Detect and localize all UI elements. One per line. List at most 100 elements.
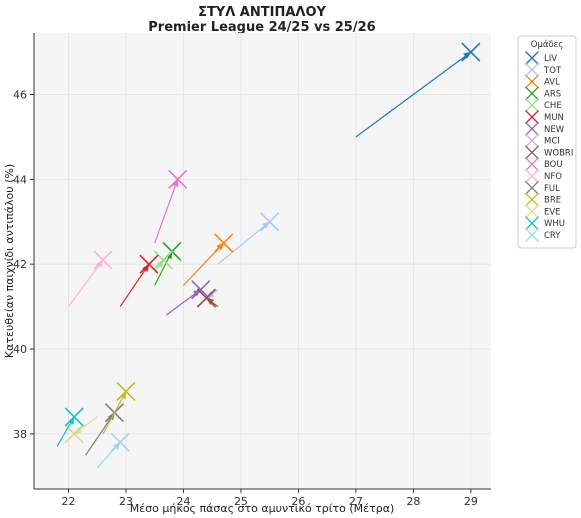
y-tick-label: 46: [13, 89, 27, 102]
legend-item-eve: EVE: [525, 204, 561, 219]
x-tick-label: 22: [61, 495, 75, 508]
x-tick-label: 23: [119, 495, 133, 508]
x-tick-label: 25: [234, 495, 248, 508]
legend-marker: [525, 145, 539, 160]
legend-marker: [525, 192, 539, 207]
point-bre: [116, 381, 136, 402]
y-tick-label: 40: [13, 343, 27, 356]
legend-label: FUL: [544, 184, 560, 194]
arrow-nfo: [68, 259, 104, 307]
legend-label: NFO: [544, 172, 562, 182]
legend-item-bre: BRE: [525, 192, 561, 207]
series-avl: [183, 233, 234, 286]
series-mun: [119, 254, 159, 307]
x-tick-label: 26: [291, 495, 305, 508]
legend-item-new: NEW: [525, 121, 565, 136]
legend-item-nfo: NFO: [525, 169, 562, 183]
legend-item-bou: BOU: [525, 157, 563, 172]
legend-item-cry: CRY: [525, 228, 561, 242]
legend-marker: [525, 121, 539, 136]
series-layer: [56, 42, 481, 469]
point-nfo: [93, 250, 113, 270]
y-axis-label: Κατευθείαν παιχνίδι αντιπάλου (%): [3, 164, 16, 358]
x-axis-label: Μέσο μήκος πάσας στο αμυντικό τρίτο (Μέτ…: [130, 502, 395, 515]
arrow-ful: [85, 411, 115, 456]
legend-item-whu: WHU: [525, 216, 565, 231]
legend-label: ARS: [544, 89, 561, 99]
series-cry: [96, 432, 130, 469]
x-tick-label: 24: [176, 495, 190, 508]
x-tick-label: 29: [464, 495, 478, 508]
legend-label: WHU: [544, 219, 565, 229]
legend-label: BRE: [544, 196, 561, 206]
legend-marker: [525, 180, 539, 195]
legend-label: TOT: [543, 66, 562, 76]
legend-label: CHE: [544, 101, 562, 111]
series-whu: [56, 407, 84, 447]
legend-label: MCI: [544, 137, 560, 147]
arrow-new: [165, 289, 202, 316]
series-nfo: [68, 250, 113, 307]
legend-marker: [525, 169, 539, 183]
series-tot: [217, 212, 280, 265]
legend-label: CRY: [544, 231, 561, 241]
legend-marker: [525, 62, 539, 77]
series-bou: [154, 169, 188, 244]
point-whu: [64, 407, 84, 427]
grid: [34, 33, 491, 489]
legend-marker: [525, 86, 539, 101]
arrow-whu: [56, 416, 75, 447]
legend-marker: [525, 98, 539, 113]
arrow-tot: [217, 221, 271, 265]
x-tick-label: 27: [349, 495, 363, 508]
series-bre: [102, 381, 136, 435]
legend-marker: [525, 228, 539, 242]
legend-label: WOBRI: [544, 148, 573, 158]
legend-title: Ομάδες: [531, 40, 564, 50]
legend-label: NEW: [544, 125, 565, 135]
y-tick-label: 38: [13, 428, 27, 441]
legend-marker: [525, 74, 539, 89]
y-axis-ticks: 38 40 42 44 46: [13, 89, 34, 441]
legend-marker: [525, 157, 539, 172]
point-cry: [110, 432, 130, 452]
point-bou: [168, 169, 188, 189]
legend-marker: [525, 216, 539, 231]
chart-subtitle: Premier League 24/25 vs 25/26: [148, 20, 375, 35]
legend-item-mun: MUN: [525, 110, 564, 124]
point-tot: [260, 212, 280, 232]
legend-item-mci: MCI: [525, 133, 560, 148]
arrow-ars: [154, 250, 173, 286]
point-mun: [139, 254, 159, 274]
legend-label: BOU: [544, 160, 563, 170]
arrow-bre: [102, 390, 127, 435]
series-liv: [355, 42, 481, 138]
legend-label: MUN: [544, 113, 564, 123]
x-axis-ticks: 22 23 24 25 26 27 28 29: [61, 489, 478, 508]
arrow-liv: [355, 51, 472, 138]
legend-marker: [525, 110, 539, 124]
legend-item-ful: FUL: [525, 180, 560, 195]
legend-label: LIV: [544, 54, 557, 64]
point-wobri: [196, 288, 217, 308]
legend-item-liv: LIV: [525, 51, 557, 65]
point-liv: [461, 42, 481, 62]
arrow-mun: [119, 263, 150, 307]
legend-item-che: CHE: [525, 98, 562, 113]
legend-marker: [525, 51, 539, 65]
point-avl: [214, 233, 234, 253]
x-tick-label: 28: [406, 495, 420, 508]
legend-label: EVE: [544, 207, 561, 217]
y-tick-label: 44: [13, 173, 27, 186]
legend-item-avl: AVL: [525, 74, 560, 89]
arrow-bou: [154, 178, 179, 244]
legend-label: AVL: [544, 78, 560, 88]
chart-title: ΣΤΥΛ ΑΝΤΙΠΑΛΟΥ: [198, 5, 326, 20]
point-che: [153, 250, 173, 270]
legend-item-tot: TOT: [525, 62, 562, 77]
legend-marker: [525, 133, 539, 148]
legend-marker: [525, 204, 539, 219]
